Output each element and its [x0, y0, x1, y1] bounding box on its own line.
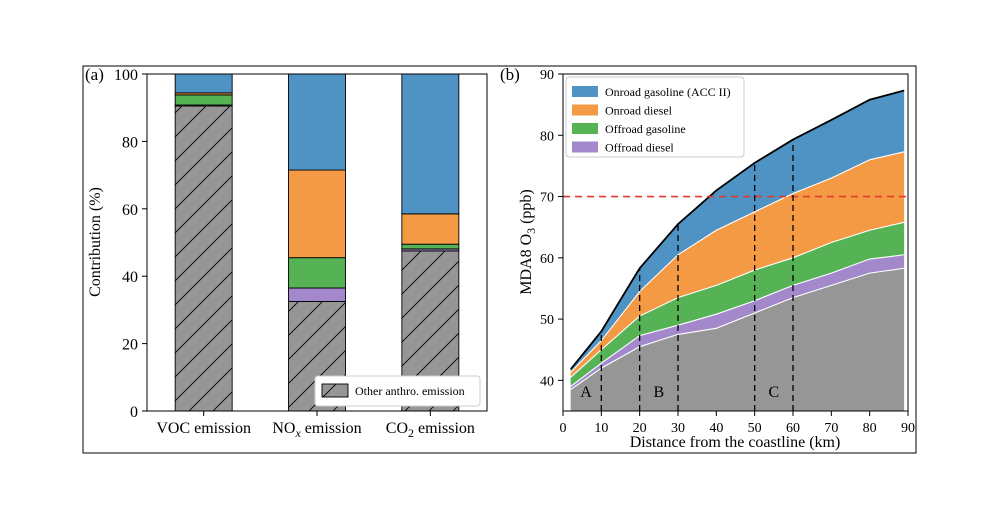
y-tick-label-50: 50 — [540, 313, 554, 328]
panel-b-axes — [562, 73, 909, 412]
legend-label-offroad-gasoline: Offroad gasoline — [605, 122, 686, 136]
y-tick-label-20: 20 — [122, 337, 138, 354]
legend-swatch-onroad-gasoline-acc-ii — [572, 86, 598, 97]
area-offroad-gasoline — [570, 222, 905, 387]
panel-a-label: (a) — [85, 65, 104, 84]
x-tick-label-50: 50 — [748, 421, 762, 436]
bar-offroad-gasoline-2 — [401, 243, 460, 250]
legend-label-onroad-gasoline-acc-ii: Onroad gasoline (ACC II) — [605, 85, 731, 99]
region-label-b: B — [653, 384, 664, 401]
y-tick-label-60: 60 — [540, 252, 554, 267]
y-tick-label-80: 80 — [540, 129, 554, 144]
bar-offroad-gasoline-0 — [174, 94, 233, 106]
y-tick-label-80: 80 — [122, 134, 138, 151]
x-tick-label-90: 90 — [901, 421, 915, 436]
line-onroad-gasoline-acc-ii — [569, 89, 905, 370]
x-tick-label-70: 70 — [824, 421, 838, 436]
x-tick-label-40: 40 — [709, 421, 723, 436]
area-onroad-gasoline-acc-ii — [570, 90, 905, 373]
bar-onroad-gasoline-2 — [401, 73, 460, 215]
bar-onroad-gasoline-0 — [174, 73, 233, 94]
y-tick-label-40: 40 — [122, 269, 138, 286]
figure-frame — [82, 65, 917, 454]
panel-b-label: (b) — [500, 65, 520, 84]
legend-swatch-hatch — [321, 383, 349, 398]
panel-a-y-axis-label: Contribution (%) — [87, 187, 104, 297]
legend-box — [565, 76, 745, 158]
x-tick-label-pre: NO — [272, 420, 295, 437]
panel-b-y-axis-label: MDA8 O3 (ppb) — [518, 189, 538, 295]
x-tick-label-0: VOC emission — [156, 420, 251, 437]
region-label-a: A — [580, 384, 592, 401]
panel-a-x-ticks: VOC emission NOx emission CO2 emission — [156, 411, 475, 440]
y-tick-label-40: 40 — [540, 374, 554, 389]
legend-label-other: Other anthro. emission — [355, 384, 465, 398]
region-label-c: C — [768, 384, 779, 401]
y-tick-label-90: 90 — [540, 68, 554, 83]
x-tick-label-pre: CO — [386, 420, 408, 437]
x-tick-label-2: CO2 emission — [386, 420, 475, 440]
legend-swatch-offroad-diesel — [572, 141, 598, 153]
x-tick-label-text: VOC emission — [156, 420, 251, 437]
panel-b-lines — [563, 89, 908, 411]
panel-a-bars — [174, 73, 460, 412]
legend-label-offroad-diesel: Offroad diesel — [605, 141, 674, 155]
x-tick-label-post: emission — [414, 420, 475, 437]
line-offroad-diesel — [570, 254, 905, 387]
y-tick-label-60: 60 — [122, 202, 138, 219]
x-tick-label-30: 30 — [671, 421, 685, 436]
bar-onroad-gasoline-1 — [288, 73, 346, 171]
bar-onroad-diesel-2 — [401, 213, 460, 245]
panel-b-legend: Onroad gasoline (ACC II) Onroad diesel Off… — [565, 76, 745, 158]
legend-box — [314, 375, 481, 407]
bar-offroad-diesel-1 — [288, 287, 346, 302]
x-tick-label-20: 20 — [633, 421, 647, 436]
x-tick-label-sub: x — [294, 426, 301, 440]
line-other-anthro-emission — [570, 267, 905, 391]
x-tick-label-post: emission — [301, 420, 362, 437]
x-tick-label-10: 10 — [594, 421, 608, 436]
legend-label-onroad-diesel: Onroad diesel — [605, 104, 673, 118]
bar-other-anthro-emission-0-hatch — [175, 106, 233, 411]
y-tick-label-70: 70 — [540, 191, 554, 206]
y-tick-label-100: 100 — [114, 67, 138, 84]
line-onroad-diesel — [570, 151, 905, 373]
x-tick-label-sub: 2 — [408, 426, 414, 440]
panel-a-legend: Other anthro. emission — [314, 375, 481, 407]
legend-swatch-onroad-diesel — [572, 104, 598, 116]
panel-b-ticks: 0 10 20 30 40 50 60 70 80 90 40 50 60 70 80 90 — [540, 68, 915, 436]
x-tick-label-1: NOx emission — [272, 420, 361, 440]
panel-a-y-ticks: 0 20 40 60 80 100 — [114, 67, 147, 421]
bar-onroad-diesel-1 — [288, 169, 346, 259]
panel-a-axes — [146, 73, 488, 412]
panel-b-region-labels: A B C — [580, 384, 779, 401]
x-tick-label-60: 60 — [786, 421, 800, 436]
area-other-anthro-emission — [570, 268, 905, 411]
x-tick-label-80: 80 — [863, 421, 877, 436]
bar-offroad-gasoline-1 — [288, 257, 346, 289]
y-tick-label-0: 0 — [130, 404, 138, 421]
x-tick-label-0: 0 — [560, 421, 567, 436]
legend-swatch-offroad-gasoline — [572, 123, 598, 134]
panel-b-x-axis-label: Distance from the coastline (km) — [630, 434, 841, 451]
line-offroad-gasoline — [570, 221, 905, 378]
area-onroad-diesel — [570, 151, 905, 378]
